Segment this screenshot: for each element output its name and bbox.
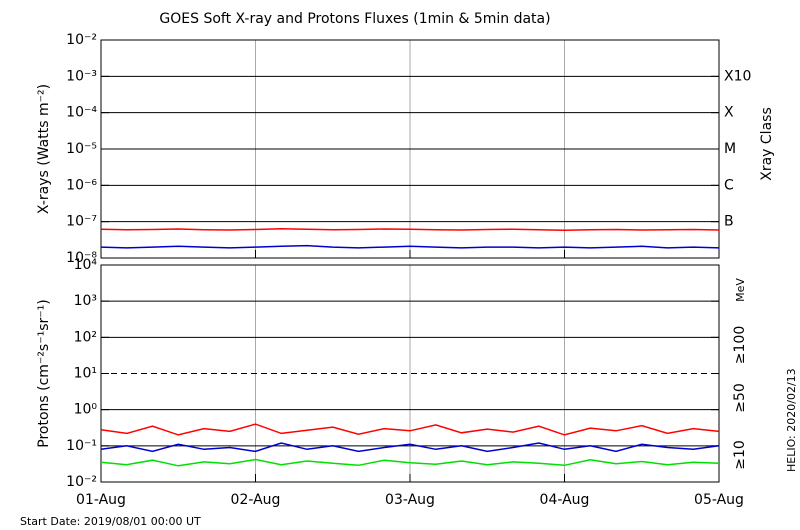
y-tick-label: 10⁻⁶ [66, 177, 97, 193]
legend-entry: ≥50 [732, 383, 748, 413]
start-date: Start Date: 2019/08/01 00:00 UT [20, 515, 201, 528]
y-tick-label: 10⁴ [74, 257, 98, 273]
x-tick-label: 03-Aug [385, 492, 435, 508]
class-label: B [724, 214, 734, 230]
plot-frame [100, 264, 720, 483]
y-axis-label: X-rays (Watts m⁻²) [36, 84, 52, 214]
y-tick-label: 10³ [74, 293, 97, 309]
y-tick-label: 10⁻³ [66, 68, 97, 84]
x-tick-label: 05-Aug [694, 492, 744, 508]
y-tick-label: 10⁻⁴ [66, 105, 97, 121]
y-tick-label: 10⁻¹ [66, 438, 97, 454]
legend-entry: ≥10 [732, 440, 748, 470]
y-tick-label: 10⁻² [66, 474, 97, 490]
series-line [100, 227, 720, 232]
class-label: C [724, 177, 734, 193]
y-tick-label: 10⁰ [74, 402, 98, 418]
legend-title: MeV [734, 278, 747, 302]
y-tick-label: 10⁻² [66, 32, 97, 48]
legend-entry: ≥100 [732, 326, 748, 364]
chart-title: GOES Soft X-ray and Protons Fluxes (1min… [159, 11, 550, 27]
x-tick-label: 01-Aug [76, 492, 126, 508]
y-tick-label: 10¹ [74, 366, 97, 382]
series-line [100, 442, 720, 453]
x-tick-label: 02-Aug [231, 492, 281, 508]
y-axis-label: Protons (cm⁻²s⁻¹sr⁻¹) [36, 299, 52, 448]
class-label: X10 [724, 68, 751, 84]
y-tick-label: 10² [74, 329, 97, 345]
plot-frame [100, 39, 720, 259]
class-label: M [724, 141, 736, 157]
series-line [100, 244, 720, 249]
y2-axis-label: Xray Class [759, 107, 775, 181]
series-line [100, 423, 720, 436]
helio-date: HELIO: 2020/02/13 [785, 368, 798, 472]
series-line [100, 458, 720, 467]
y-tick-label: 10⁻⁵ [66, 141, 97, 157]
x-tick-label: 04-Aug [540, 492, 590, 508]
y-tick-label: 10⁻⁸ [66, 250, 97, 266]
class-label: X [724, 105, 734, 121]
y-tick-label: 10⁻⁷ [66, 214, 97, 230]
